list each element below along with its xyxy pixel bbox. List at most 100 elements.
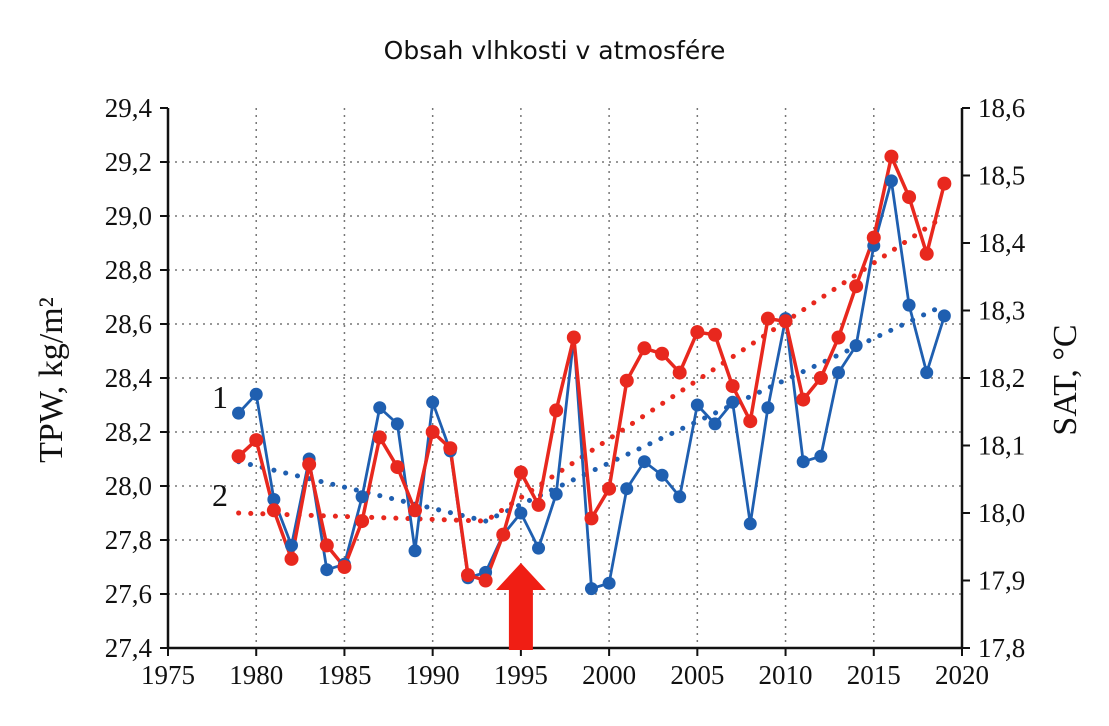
data-point-series-2 xyxy=(902,190,917,205)
data-point-series-1 xyxy=(602,576,616,590)
data-point-series-2 xyxy=(337,560,352,574)
data-point-series-2 xyxy=(655,346,670,361)
data-point-series-1 xyxy=(796,455,810,469)
x-tick-label: 1980 xyxy=(229,660,283,690)
y-left-tick-label: 29,4 xyxy=(105,93,153,123)
data-point-series-2 xyxy=(637,341,652,356)
data-point-series-2 xyxy=(266,503,281,518)
data-point-series-2 xyxy=(319,538,334,553)
data-point-series-2 xyxy=(513,465,528,480)
data-point-series-2 xyxy=(937,176,952,191)
data-point-series-1 xyxy=(814,449,828,463)
y-right-tick-label: 18,5 xyxy=(978,161,1025,191)
data-point-series-1 xyxy=(690,398,704,412)
data-point-series-1 xyxy=(743,517,757,531)
data-point-series-2 xyxy=(919,246,934,261)
y-left-tick-label: 28,8 xyxy=(105,255,152,285)
x-tick-label: 1990 xyxy=(406,660,460,690)
data-point-series-2 xyxy=(231,449,246,464)
series-markers xyxy=(231,149,952,596)
annotations xyxy=(495,563,546,650)
data-point-series-2 xyxy=(460,568,475,583)
data-point-series-1 xyxy=(390,417,404,431)
data-point-series-2 xyxy=(672,365,687,380)
data-point-series-2 xyxy=(866,230,881,245)
data-point-series-1 xyxy=(267,493,281,506)
data-point-series-1 xyxy=(849,339,863,353)
axes-frame xyxy=(160,107,970,656)
data-point-series-2 xyxy=(496,527,511,542)
x-tick-label: 2015 xyxy=(847,660,901,690)
data-point-series-2 xyxy=(425,425,440,439)
data-point-series-2 xyxy=(760,311,775,326)
data-point-series-1 xyxy=(920,366,934,380)
data-point-series-2 xyxy=(602,481,617,496)
data-point-series-1 xyxy=(249,387,263,401)
y-left-tick-label: 28,4 xyxy=(105,363,153,393)
data-point-series-1 xyxy=(884,174,898,188)
y-left-axis-title: TPW, kg/m² xyxy=(33,297,70,463)
data-point-series-1 xyxy=(285,538,299,552)
chart-title: Obsah vlhkosti v atmosfére xyxy=(383,36,726,65)
data-point-series-1 xyxy=(514,506,528,520)
y-right-tick-label: 18,0 xyxy=(978,498,1025,528)
data-point-series-1 xyxy=(673,490,687,504)
data-point-series-2 xyxy=(619,373,634,388)
data-point-series-2 xyxy=(355,514,370,529)
data-point-series-1 xyxy=(373,401,387,415)
x-tick-label: 2020 xyxy=(935,660,989,690)
data-point-series-2 xyxy=(884,149,899,164)
annotation-arrow xyxy=(495,563,546,650)
y-left-tick-label: 28,0 xyxy=(105,471,152,501)
data-point-series-2 xyxy=(725,379,740,394)
x-tick-label: 2005 xyxy=(670,660,724,690)
y-right-tick-label: 18,2 xyxy=(978,363,1025,393)
x-tick-label: 2000 xyxy=(582,660,636,690)
data-point-series-2 xyxy=(566,330,581,345)
data-point-series-1 xyxy=(902,298,916,312)
data-point-series-2 xyxy=(302,457,317,472)
y-right-tick-label: 18,1 xyxy=(978,431,1025,461)
data-point-series-2 xyxy=(531,497,546,512)
y-left-tick-label: 27,8 xyxy=(105,525,152,555)
y-right-axis-title: SAT, °C xyxy=(1047,324,1084,435)
series-label-1: 1 xyxy=(212,379,228,415)
x-tick-label: 1985 xyxy=(317,660,371,690)
y-right-tick-label: 17,8 xyxy=(978,633,1025,663)
data-point-series-2 xyxy=(849,279,864,294)
tick-labels: 1975 1980 1985 1990 1995 2000 2005 2010 2015 2020… xyxy=(105,93,1026,690)
data-point-series-2 xyxy=(778,314,793,329)
data-point-series-2 xyxy=(690,325,705,340)
data-point-series-1 xyxy=(708,417,722,431)
data-point-series-2 xyxy=(549,403,564,418)
data-point-series-1 xyxy=(320,563,334,577)
series-label-2: 2 xyxy=(212,477,228,513)
data-point-series-2 xyxy=(372,430,387,445)
data-point-series-1 xyxy=(655,468,669,482)
data-point-series-1 xyxy=(549,487,563,501)
data-point-series-2 xyxy=(284,551,299,566)
data-point-series-1 xyxy=(532,541,546,555)
data-point-series-2 xyxy=(408,503,423,518)
y-left-tick-label: 29,2 xyxy=(105,147,152,177)
data-point-series-1 xyxy=(620,482,634,496)
y-right-tick-label: 18,4 xyxy=(978,228,1026,258)
data-point-series-1 xyxy=(726,395,740,409)
data-point-series-2 xyxy=(478,573,493,588)
data-point-series-1 xyxy=(426,395,440,409)
x-tick-label: 1995 xyxy=(494,660,548,690)
data-point-series-2 xyxy=(249,433,264,448)
x-tick-label: 1975 xyxy=(141,660,195,690)
data-point-series-1 xyxy=(232,406,246,420)
data-point-series-2 xyxy=(443,441,458,456)
data-point-series-2 xyxy=(813,371,828,385)
data-point-series-1 xyxy=(637,455,651,469)
data-point-series-1 xyxy=(584,582,598,596)
y-left-tick-label: 27,6 xyxy=(105,579,152,609)
y-right-tick-label: 17,9 xyxy=(978,566,1025,596)
y-left-tick-label: 27,4 xyxy=(105,633,153,663)
data-point-series-2 xyxy=(743,414,758,429)
y-left-tick-label: 29,0 xyxy=(105,201,152,231)
data-point-series-2 xyxy=(584,511,599,526)
